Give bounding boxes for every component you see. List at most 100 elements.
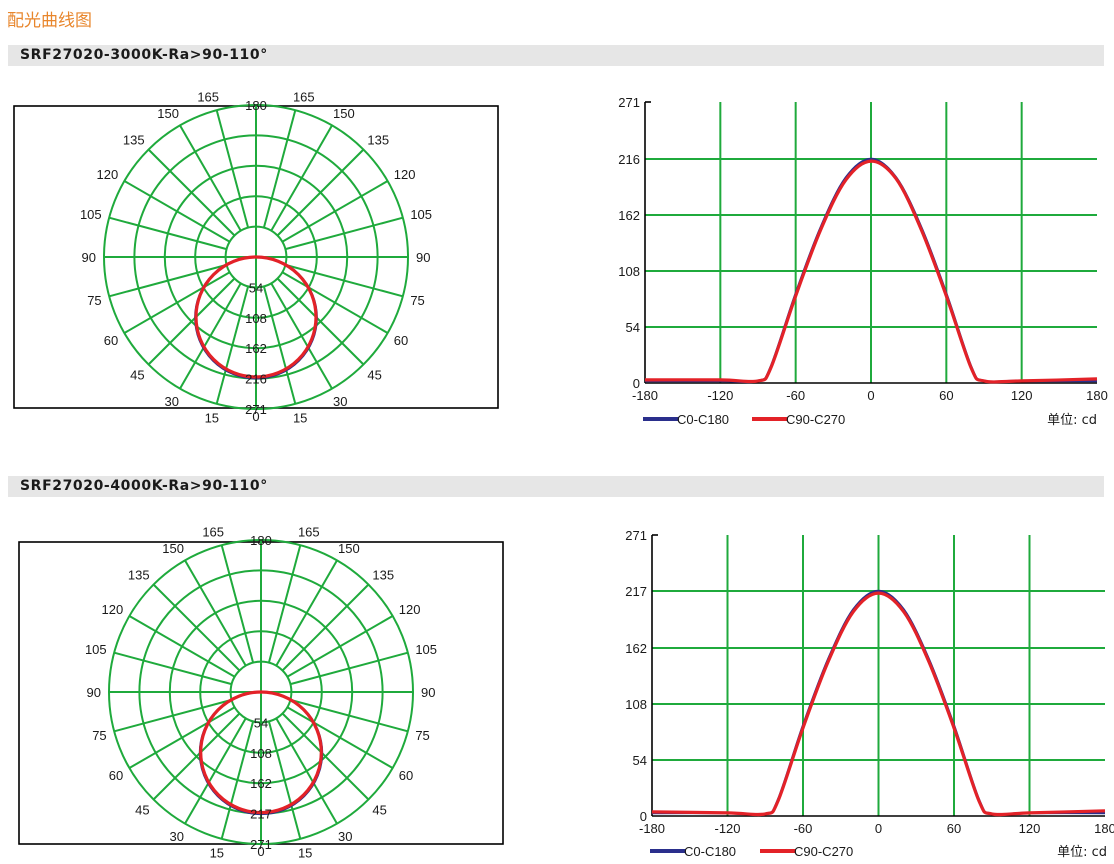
polar-spoke	[215, 109, 250, 228]
polar-angle-label: 0	[252, 409, 259, 424]
line-y-tick-label: 271	[618, 95, 640, 110]
line-series-c90-c270	[644, 159, 1098, 384]
polar-angle-label: 135	[123, 133, 145, 148]
polar-spoke	[220, 721, 255, 840]
polar-spoke	[179, 282, 242, 390]
polar-spoke	[123, 180, 231, 243]
line-y-tick-label: 162	[618, 208, 640, 223]
polar-angle-label: 105	[415, 642, 437, 657]
polar-spoke	[281, 180, 389, 243]
polar-radial-label: 108	[250, 746, 272, 761]
polar-spoke	[184, 559, 247, 667]
line-x-tick-label: 120	[1019, 821, 1041, 836]
polar-spoke	[267, 544, 302, 663]
polar-angle-label: 180	[250, 533, 272, 548]
section-header-3000k: SRF27020-3000K-Ra>90-110°	[8, 45, 1104, 66]
polar-angle-label: 165	[202, 525, 224, 540]
line-y-tick-label: 271	[625, 528, 647, 543]
line-x-tick-label: 120	[1011, 388, 1033, 403]
polar-angle-label: 90	[82, 250, 96, 265]
polar-angle-label: 15	[293, 410, 307, 425]
polar-spoke	[262, 109, 297, 228]
polar-angle-label: 60	[104, 333, 118, 348]
polar-spoke	[113, 698, 232, 733]
polar-angle-label: 30	[170, 829, 184, 844]
legend-label-c90-c270: C90-C270	[786, 412, 845, 427]
polar-spoke	[128, 706, 236, 769]
line-series-c90-c270	[651, 591, 1106, 817]
polar-spoke	[270, 124, 333, 232]
polar-radial-label: 162	[250, 776, 272, 791]
polar-angle-label: 150	[157, 106, 179, 121]
polar-spoke	[128, 615, 236, 678]
polar-angle-label: 135	[372, 568, 394, 583]
polar-spoke	[290, 651, 409, 686]
section-label-3000k: SRF27020-3000K-Ra>90-110°	[20, 47, 268, 63]
line-y-tick-label: 162	[625, 641, 647, 656]
line-y-tick-label: 0	[633, 376, 640, 391]
polar-angle-label: 120	[399, 602, 421, 617]
polar-angle-label: 165	[293, 90, 315, 105]
line-x-tick-label: 0	[875, 821, 882, 836]
polar-radial-label: 271	[245, 402, 267, 417]
line-chart-2: 0 54 108 162 217 271 -180 -120 -60 0 60 120 180 C0-C1…	[625, 528, 1114, 860]
polar-spoke	[275, 717, 338, 825]
polar-angle-label: 120	[102, 602, 124, 617]
polar-angle-label: 165	[298, 525, 320, 540]
polar-angle-label: 75	[87, 293, 101, 308]
polar-angle-label: 30	[333, 394, 347, 409]
line-x-tick-label: -120	[707, 388, 733, 403]
polar-radial-label: 54	[249, 280, 263, 295]
polar-angle-label: 60	[109, 768, 123, 783]
line-y-tick-label: 0	[640, 809, 647, 824]
polar-spoke	[179, 124, 242, 232]
page-title: 配光曲线图	[7, 11, 92, 31]
polar-spoke	[113, 651, 232, 686]
polar-spoke	[152, 712, 241, 801]
polar-radial-label: 162	[245, 341, 267, 356]
polar-angle-label: 150	[333, 106, 355, 121]
polar-spoke	[286, 706, 394, 769]
polar-angle-label: 90	[416, 250, 430, 265]
polar-spoke	[215, 286, 250, 405]
polar-spoke	[285, 263, 404, 298]
line-y-tick-label: 108	[625, 697, 647, 712]
polar-spoke	[267, 721, 302, 840]
polar-spoke	[184, 717, 247, 825]
line-x-tick-label: 60	[939, 388, 953, 403]
section-label-4000k: SRF27020-4000K-Ra>90-110°	[20, 478, 268, 494]
polar-spoke	[281, 712, 370, 801]
polar-angle-label: 135	[367, 133, 389, 148]
polar-curve-c90-c270	[194, 255, 318, 379]
polar-angle-label: 150	[162, 541, 184, 556]
polar-spoke	[147, 148, 236, 237]
polar-spoke	[262, 286, 297, 405]
polar-spoke	[281, 583, 370, 672]
polar-spoke	[147, 277, 236, 366]
polar-angle-label: 120	[97, 167, 119, 182]
line-y-tick-label: 216	[618, 152, 640, 167]
polar-radial-label: 216	[245, 372, 267, 387]
polar-radial-label: 108	[245, 311, 267, 326]
polar-spoke	[152, 583, 241, 672]
polar-angle-label: 75	[92, 728, 106, 743]
polar-spoke	[220, 544, 255, 663]
polar-angle-label: 75	[410, 293, 424, 308]
legend-label-c0-c180: C0-C180	[677, 412, 729, 427]
line-y-tick-label: 54	[633, 753, 647, 768]
polar-radial-label: 54	[254, 715, 268, 730]
polar-angle-label: 165	[197, 90, 219, 105]
line-x-tick-label: 0	[867, 388, 874, 403]
polar-angle-label: 105	[80, 207, 102, 222]
polar-angle-label: 15	[298, 845, 312, 860]
polar-angle-label: 15	[205, 410, 219, 425]
line-x-tick-label: -120	[714, 821, 740, 836]
polar-angle-label: 30	[338, 829, 352, 844]
polar-angle-label: 45	[372, 802, 386, 817]
line-x-tick-label: 180	[1086, 388, 1108, 403]
polar-angle-label: 45	[135, 802, 149, 817]
polar-angle-label: 105	[85, 642, 107, 657]
